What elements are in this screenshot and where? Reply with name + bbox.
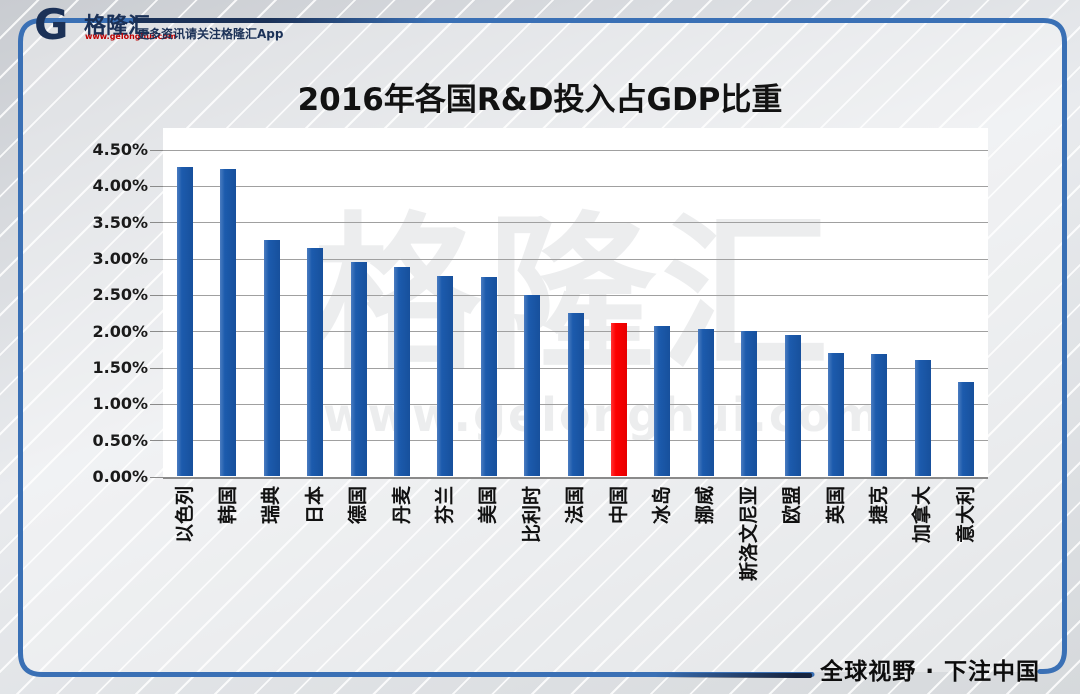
x-axis-label-text: 意大利 [954,486,977,544]
chart-bar [914,359,931,476]
x-axis-label-text: 冰岛 [650,486,673,525]
y-axis-tick [150,476,163,478]
x-axis-label-text: 挪威 [694,486,717,525]
x-axis-label-text: 斯洛文尼亚 [737,486,760,582]
x-axis-label-text: 以色列 [173,486,196,544]
plot-area: 格隆汇 www.gelonghui.com [163,149,988,479]
chart-title: 2016年各国R&D投入占GDP比重 [297,82,783,118]
x-axis-label: 英国 [824,486,847,606]
header-rule [133,18,433,23]
x-axis-label-text: 日本 [303,486,326,525]
x-axis-label-text: 德国 [347,486,370,525]
footer-slogan: 全球视野 · 下注中国 [820,659,1040,685]
x-axis-label-text: 法国 [564,486,587,525]
chart-bar [697,328,714,476]
chart-bar [611,322,627,476]
x-axis-label: 挪威 [694,486,717,606]
chart-bar [480,276,497,476]
x-axis-label: 韩国 [216,486,239,606]
y-axis-tick [150,367,163,369]
x-axis-label: 以色列 [173,486,196,606]
x-axis-label: 加拿大 [911,486,934,606]
y-axis-tick [150,185,163,187]
x-axis-label-text: 英国 [824,486,847,525]
chart-bar [177,167,193,476]
chart-bar [220,168,237,476]
x-axis-label-text: 美国 [477,486,500,525]
gridline [163,185,988,187]
x-axis-label-text: 瑞典 [260,486,283,525]
x-axis-label: 瑞典 [260,486,283,606]
y-axis-tick [150,294,163,296]
y-axis-label: 0.00% [92,467,148,486]
x-axis-label-text: 芬兰 [433,486,456,525]
x-axis-label-text: 韩国 [216,486,239,525]
y-axis-label: 2.50% [92,285,148,305]
x-axis-label-text: 捷克 [867,486,890,525]
y-axis-tick [150,403,163,405]
brand-url: www.gelonghui.com [85,32,177,41]
x-axis-label: 捷克 [867,486,890,606]
chart-bar [784,335,801,476]
x-axis-label: 美国 [477,486,500,606]
x-axis-label: 冰岛 [650,486,673,606]
y-axis-tick [150,440,163,442]
y-axis-label: 4.00% [92,176,148,196]
x-axis-label: 意大利 [954,486,977,606]
gridline [163,258,988,260]
chart-bar [958,382,975,476]
y-axis-label: 1.50% [92,358,148,377]
chart-bar [350,262,367,476]
y-axis-tick [150,258,163,260]
x-axis-label: 中国 [607,486,630,606]
chart-bar [307,247,324,476]
chart-bar [437,276,454,476]
footer-rule [655,673,812,678]
chart-bar [871,353,888,476]
y-axis-label: 3.50% [92,212,148,232]
gridline [163,149,988,151]
x-axis-label: 比利时 [520,486,543,606]
x-axis-label-text: 比利时 [520,486,543,544]
x-axis-label-text: 丹麦 [390,486,413,525]
y-axis-label: 2.00% [92,321,148,341]
y-axis-tick [150,331,163,333]
x-axis-label: 芬兰 [433,486,456,606]
x-axis-label: 欧盟 [781,486,804,606]
y-axis-tick [150,222,163,224]
chart-bar [263,239,280,476]
x-axis-label: 丹麦 [390,486,413,606]
chart-bar [828,353,844,476]
x-axis-label: 法国 [564,486,587,606]
y-axis-label: 4.50% [92,140,148,159]
chart-bar [654,326,671,476]
y-axis-tick [150,149,163,151]
gridline [163,294,988,296]
gridline [163,222,988,224]
x-axis-label-text: 欧盟 [781,486,804,525]
gridline [163,476,988,479]
chart-bar [741,330,758,476]
chart-bar [394,267,410,476]
x-axis-label-text: 中国 [607,486,630,525]
chart-bar [524,295,541,476]
y-axis-label: 1.00% [92,394,148,414]
x-axis-label-text: 加拿大 [911,486,934,544]
chart-bar [567,312,584,476]
x-axis-label: 日本 [303,486,326,606]
y-axis-label: 0.50% [92,430,148,450]
brand-name: 格隆汇 [84,14,151,39]
y-axis-label: 3.00% [92,249,148,268]
x-axis-label: 德国 [347,486,370,606]
gelonghui-g-icon: G [34,0,69,49]
x-axis-label: 斯洛文尼亚 [737,486,760,606]
brand-tagline: 更多资讯请关注格隆汇App [137,27,284,41]
